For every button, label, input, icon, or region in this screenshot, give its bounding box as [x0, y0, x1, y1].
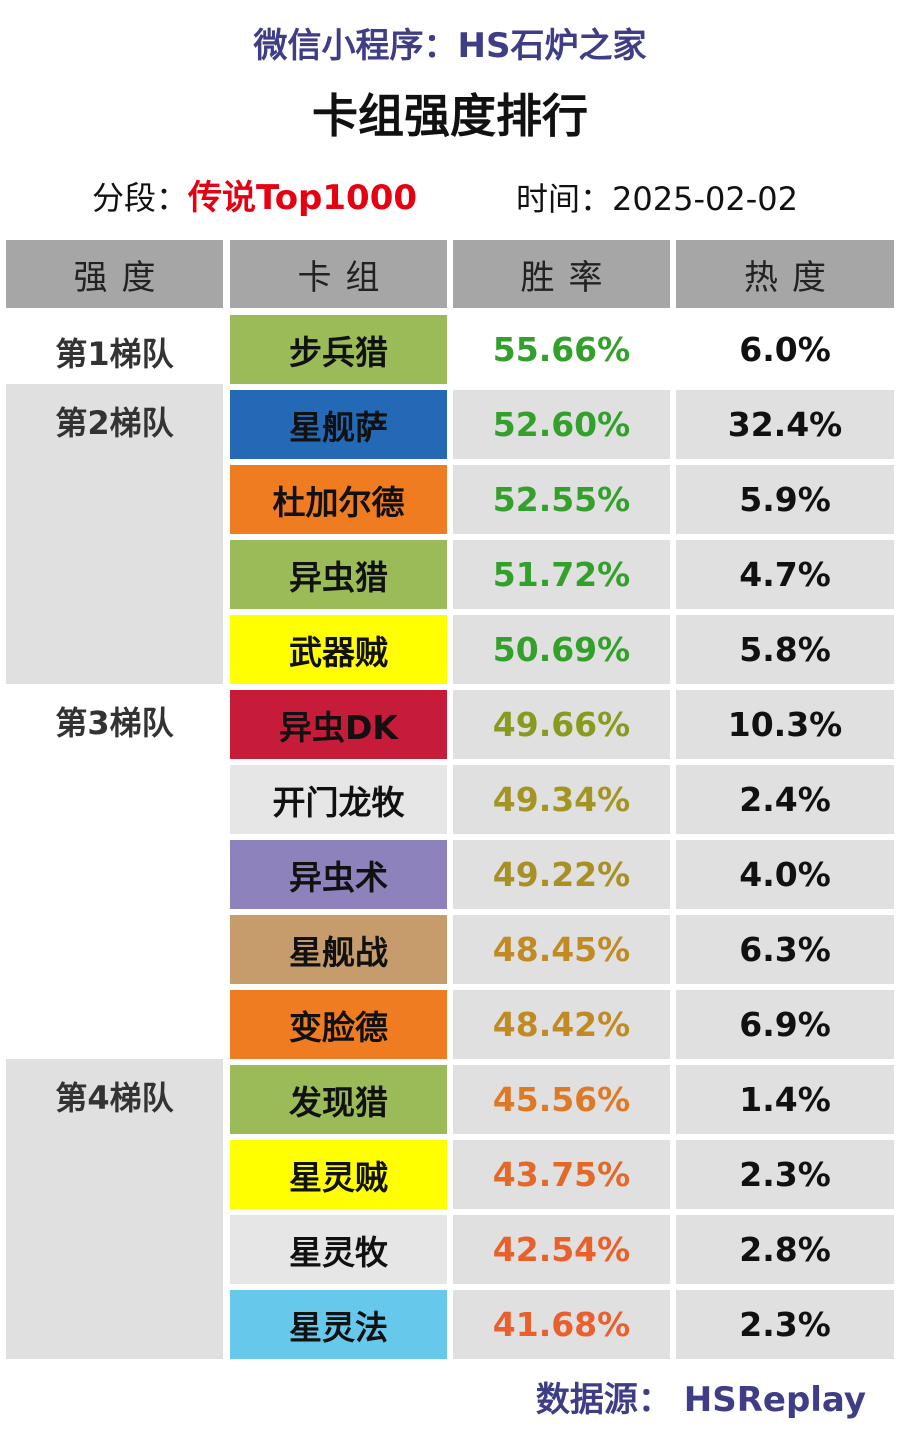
- deck-name: 开门龙牧: [230, 765, 447, 834]
- winrate-value: 48.42%: [453, 990, 670, 1059]
- winrate-value: 55.66%: [453, 315, 670, 384]
- rank-label: 分段：: [92, 179, 189, 217]
- winrate-value: 42.54%: [453, 1215, 670, 1284]
- tier-label: 第4梯队: [6, 1059, 223, 1359]
- tier-label: 第3梯队: [6, 684, 223, 1059]
- popularity-value: 2.4%: [676, 765, 894, 834]
- deck-name: 异虫术: [230, 840, 447, 909]
- deck-name: 武器贼: [230, 615, 447, 684]
- popularity-value: 2.3%: [676, 1290, 894, 1359]
- winrate-value: 49.22%: [453, 840, 670, 909]
- header-deck: 卡组: [230, 240, 447, 308]
- winrate-value: 48.45%: [453, 915, 670, 984]
- tier-label: 第2梯队: [6, 384, 223, 684]
- deck-name: 发现猎: [230, 1065, 447, 1134]
- popularity-value: 4.7%: [676, 540, 894, 609]
- rank-info: 分段：传说Top1000: [92, 170, 417, 219]
- header-strength: 强度: [6, 240, 223, 308]
- popularity-value: 5.8%: [676, 615, 894, 684]
- popularity-value: 2.3%: [676, 1140, 894, 1209]
- deck-name: 杜加尔德: [230, 465, 447, 534]
- rank-value: 传说Top1000: [188, 178, 418, 218]
- header-popularity: 热度: [676, 240, 894, 308]
- popularity-value: 10.3%: [676, 690, 894, 759]
- deck-name: 异虫猎: [230, 540, 447, 609]
- popularity-value: 5.9%: [676, 465, 894, 534]
- date-value: 2025-02-02: [612, 180, 798, 218]
- popularity-value: 6.0%: [676, 315, 894, 384]
- subtitle: 微信小程序：HS石炉之家: [253, 26, 647, 66]
- winrate-value: 49.66%: [453, 690, 670, 759]
- winrate-value: 41.68%: [453, 1290, 670, 1359]
- deck-name: 星舰萨: [230, 390, 447, 459]
- page-title: 卡组强度排行: [312, 89, 588, 143]
- winrate-value: 43.75%: [453, 1140, 670, 1209]
- deck-name: 异虫DK: [230, 690, 447, 759]
- popularity-value: 2.8%: [676, 1215, 894, 1284]
- winrate-value: 52.60%: [453, 390, 670, 459]
- tier-label: 第1梯队: [6, 315, 223, 384]
- popularity-value: 32.4%: [676, 390, 894, 459]
- deck-name: 星舰战: [230, 915, 447, 984]
- popularity-value: 1.4%: [676, 1065, 894, 1134]
- popularity-value: 6.3%: [676, 915, 894, 984]
- date-label: 时间：: [516, 180, 613, 218]
- deck-name: 步兵猎: [230, 315, 447, 384]
- winrate-value: 49.34%: [453, 765, 670, 834]
- popularity-value: 6.9%: [676, 990, 894, 1059]
- header-winrate: 胜率: [453, 240, 670, 308]
- winrate-value: 52.55%: [453, 465, 670, 534]
- date-info: 时间：2025-02-02: [516, 174, 798, 220]
- deck-name: 变脸德: [230, 990, 447, 1059]
- winrate-value: 50.69%: [453, 615, 670, 684]
- winrate-value: 45.56%: [453, 1065, 670, 1134]
- deck-name: 星灵法: [230, 1290, 447, 1359]
- deck-name: 星灵贼: [230, 1140, 447, 1209]
- winrate-value: 51.72%: [453, 540, 670, 609]
- data-source: 数据源： HSReplay: [535, 1380, 866, 1420]
- popularity-value: 4.0%: [676, 840, 894, 909]
- deck-name: 星灵牧: [230, 1215, 447, 1284]
